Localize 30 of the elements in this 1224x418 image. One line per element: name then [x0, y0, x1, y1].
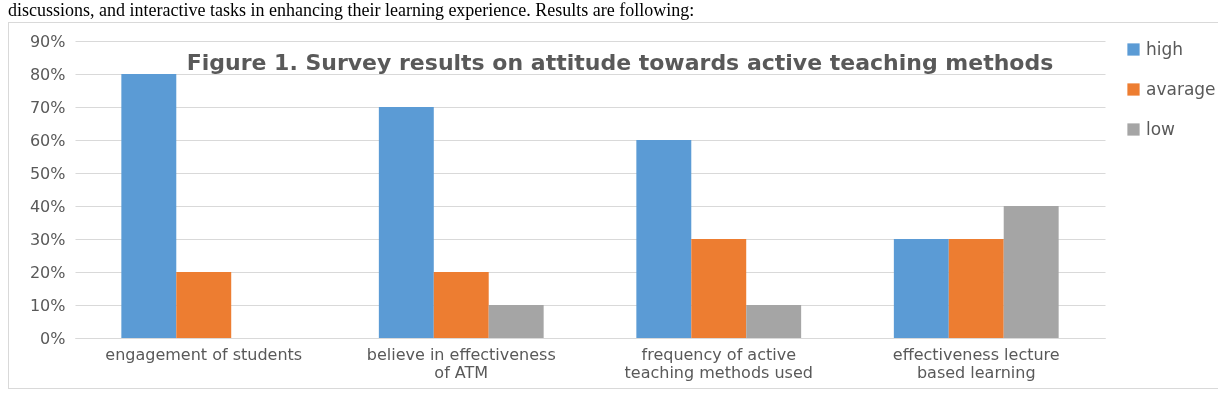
y-tick-label: 80% — [29, 64, 66, 84]
bar — [433, 272, 489, 338]
x-tick-label: believe in effectiveness of ATM — [366, 344, 556, 382]
bar — [1003, 206, 1059, 338]
y-tick-label: 90% — [29, 31, 66, 51]
x-tick-label: engagement of students — [105, 344, 303, 364]
y-tick-label: 30% — [29, 229, 66, 249]
y-tick-label: 0% — [40, 328, 66, 348]
legend-label: high — [1146, 38, 1184, 59]
bar — [378, 107, 434, 338]
bar — [746, 305, 802, 338]
bar — [691, 239, 747, 338]
text: discussions, and interactive tasks in enhancing their learning experience. Results are following: — [8, 0, 696, 22]
y-tick-label: 20% — [29, 262, 66, 282]
bar — [893, 239, 949, 338]
y-tick-label: 40% — [29, 196, 66, 216]
chart-title: Figure 1. Survey results on attitude towards active teaching methods — [186, 50, 1054, 75]
bar — [176, 272, 232, 338]
legend-label: low — [1146, 118, 1176, 139]
bar — [121, 74, 177, 338]
legend-label: avarage — [1146, 78, 1216, 99]
y-tick-label: 10% — [29, 295, 66, 315]
bar — [948, 239, 1004, 338]
bar — [636, 140, 692, 338]
y-tick-label: 70% — [29, 97, 66, 117]
bar — [488, 305, 544, 338]
x-tick-label: frequency of active teaching methods used — [624, 344, 813, 382]
x-tick-label: effectiveness lecture based learning — [892, 344, 1060, 382]
y-tick-label: 50% — [29, 163, 66, 183]
y-tick-label: 60% — [29, 130, 66, 150]
